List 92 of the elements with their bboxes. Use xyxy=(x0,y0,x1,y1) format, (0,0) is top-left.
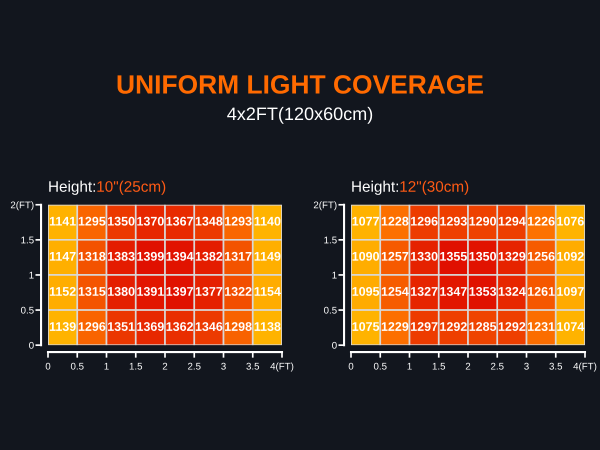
data-label: 1090 xyxy=(352,252,380,261)
x-tick-label: 1.5 xyxy=(130,362,142,370)
data-label: 1076 xyxy=(557,216,584,226)
data-label: 1355 xyxy=(440,252,467,261)
data-label: 1296 xyxy=(411,216,438,226)
data-label: 1290 xyxy=(470,216,496,226)
chart-title: Height:10"(25cm) xyxy=(49,180,166,195)
data-label: 1154 xyxy=(254,287,281,296)
data-label: 1327 xyxy=(411,287,438,296)
x-tick-label: 1 xyxy=(104,362,109,370)
data-label: 1350 xyxy=(108,216,135,226)
data-label: 1362 xyxy=(166,322,194,331)
y-tick-label: 1 xyxy=(29,272,34,278)
data-label: 1257 xyxy=(382,252,408,261)
y-tick-label: 0 xyxy=(332,342,337,349)
y-tick-label: 0.5 xyxy=(324,306,337,314)
data-label: 1092 xyxy=(557,252,584,261)
x-tick-label: 4(FT) xyxy=(270,362,294,372)
data-label: 1322 xyxy=(225,287,252,296)
x-tick-label: 0 xyxy=(46,362,50,370)
data-label: 1296 xyxy=(78,322,106,331)
data-label: 1298 xyxy=(225,322,252,331)
data-label: 1149 xyxy=(254,252,280,261)
data-label: 1367 xyxy=(166,216,193,226)
data-label: 1256 xyxy=(528,252,555,261)
data-label: 1350 xyxy=(470,252,496,261)
x-tick-label: 2.5 xyxy=(188,362,201,370)
data-label: 1297 xyxy=(411,322,438,331)
x-tick-label: 3.5 xyxy=(246,362,260,370)
data-label: 1330 xyxy=(411,252,438,261)
data-label: 1347 xyxy=(440,287,467,296)
data-label: 1399 xyxy=(137,252,164,261)
data-label: 1095 xyxy=(352,287,380,296)
x-tick-label: 2 xyxy=(466,362,470,370)
data-label: 1377 xyxy=(196,287,222,296)
y-tick-label: 1.5 xyxy=(324,236,337,244)
data-label: 1315 xyxy=(78,287,106,296)
data-label: 1231 xyxy=(528,322,555,331)
x-tick-label: 0.5 xyxy=(70,362,84,370)
data-label: 1097 xyxy=(557,287,584,296)
data-label: 1141 xyxy=(50,216,76,226)
data-label: 1394 xyxy=(166,252,194,261)
data-label: 1346 xyxy=(196,322,222,331)
data-label: 1369 xyxy=(137,322,164,331)
y-tick-label: 0.5 xyxy=(20,306,34,314)
y-tick-label: 0 xyxy=(29,342,34,349)
data-label: 1139 xyxy=(50,322,76,331)
data-label: 1261 xyxy=(528,287,555,296)
y-tick-label: 1 xyxy=(332,272,337,278)
data-label: 1317 xyxy=(225,252,252,261)
data-label: 1295 xyxy=(78,216,106,226)
data-label: 1370 xyxy=(137,216,164,226)
data-label: 1380 xyxy=(108,287,135,296)
data-label: 1329 xyxy=(498,252,526,261)
x-tick-label: 3 xyxy=(221,362,226,370)
x-tick-label: 2 xyxy=(162,362,168,370)
data-label: 1075 xyxy=(352,322,380,331)
data-label: 1293 xyxy=(225,216,252,226)
data-label: 1318 xyxy=(78,252,106,261)
y-tick-label: 2(FT) xyxy=(314,201,337,210)
data-label: 1138 xyxy=(254,322,281,331)
data-label: 1383 xyxy=(108,252,135,261)
data-label: 1226 xyxy=(528,216,555,226)
data-label: 1077 xyxy=(352,216,379,226)
x-tick-label: 1 xyxy=(408,362,412,370)
x-tick-label: 0 xyxy=(348,362,354,370)
data-label: 1382 xyxy=(196,252,222,261)
x-tick-label: 4(FT) xyxy=(573,362,596,372)
x-tick-label: 0.5 xyxy=(374,362,387,370)
text: UNIFORM LIGHT COVERAGE xyxy=(118,75,483,94)
data-label: 1397 xyxy=(166,287,193,296)
data-label: 1292 xyxy=(498,322,526,331)
data-label: 1351 xyxy=(108,322,135,331)
data-label: 1228 xyxy=(382,216,408,226)
x-tick-label: 3 xyxy=(524,362,529,370)
x-tick-label: 2.5 xyxy=(490,362,504,370)
data-label: 1152 xyxy=(50,287,76,296)
data-label: 1391 xyxy=(137,287,164,296)
data-label: 1147 xyxy=(50,252,76,261)
y-tick-label: 2(FT) xyxy=(10,201,34,210)
text: 4x2FT(120x60cm) xyxy=(227,106,372,124)
data-label: 1293 xyxy=(440,216,467,226)
data-label: 1140 xyxy=(254,216,280,226)
x-tick-label: 3.5 xyxy=(549,362,562,370)
chart-title: Height:12"(30cm) xyxy=(352,180,468,195)
data-label: 1285 xyxy=(470,322,496,331)
data-label: 1348 xyxy=(196,216,222,226)
x-tick-label: 1.5 xyxy=(432,362,446,370)
data-label: 1353 xyxy=(470,287,496,296)
data-label: 1292 xyxy=(440,322,467,331)
data-label: 1229 xyxy=(382,322,408,331)
y-tick-label: 1.5 xyxy=(21,236,34,244)
